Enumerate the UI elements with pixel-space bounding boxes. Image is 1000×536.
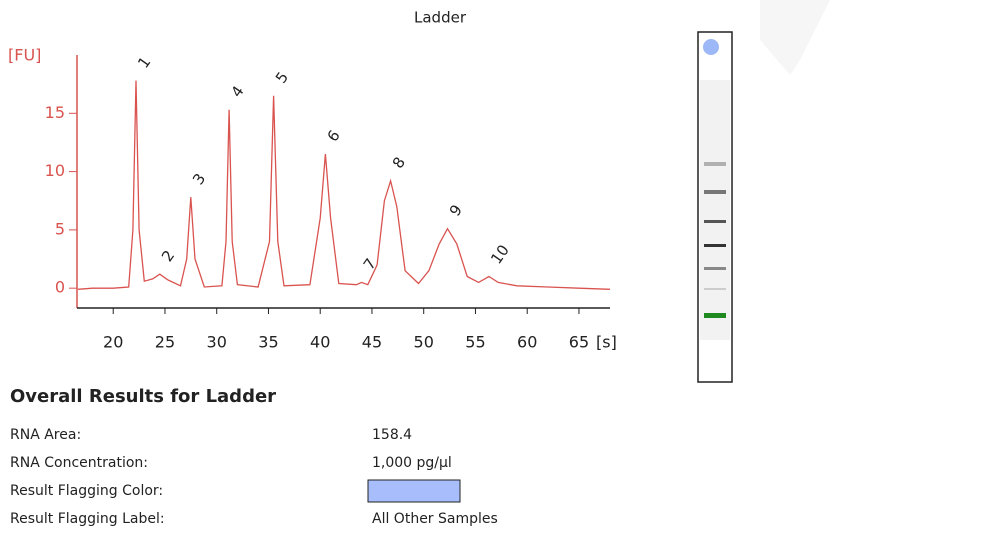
- peak-label: 7: [360, 255, 380, 273]
- y-tick-label: 15: [45, 103, 65, 122]
- x-tick-label: 35: [258, 333, 278, 352]
- result-label: Result Flagging Label:: [10, 511, 165, 527]
- x-tick-label: 65: [569, 333, 589, 352]
- result-value: All Other Samples: [372, 511, 498, 527]
- results-table: RNA Area: 158.4 RNA Concentration: 1,000 pg…: [10, 427, 498, 527]
- result-value: 1,000 pg/µl: [372, 455, 452, 471]
- y-tick-label: 0: [55, 278, 65, 297]
- peak-label: 8: [389, 154, 409, 172]
- flag-color: [367, 479, 461, 503]
- result-label: Result Flagging Color:: [10, 483, 163, 499]
- peak-label: 6: [324, 127, 344, 145]
- x-tick-label: 45: [362, 333, 382, 352]
- peak-label: 5: [272, 69, 292, 87]
- result-label: RNA Area:: [10, 427, 81, 443]
- x-tick-label: 60: [517, 333, 537, 352]
- peak-label: 4: [227, 83, 247, 101]
- result-value: 158.4: [372, 427, 412, 443]
- x-tick-label: 40: [310, 333, 330, 352]
- gel-lane: [697, 31, 733, 383]
- peak-label: 1: [134, 53, 154, 71]
- x-axis-label: [s]: [596, 333, 617, 352]
- peak-label: 2: [158, 247, 178, 265]
- results-title: Overall Results for Ladder: [10, 386, 276, 407]
- result-label: RNA Concentration:: [10, 455, 148, 471]
- x-tick-label: 55: [465, 333, 485, 352]
- y-tick-label: 5: [55, 219, 65, 238]
- x-tick-label: 30: [207, 333, 227, 352]
- x-tick-label: 50: [414, 333, 434, 352]
- y-tick-label: 10: [45, 161, 65, 180]
- trace: [77, 80, 611, 290]
- y-axis-label: [FU]: [8, 46, 41, 65]
- chart-title: Ladder: [414, 9, 467, 27]
- x-tick-label: 20: [103, 333, 123, 352]
- decoration: [760, 0, 830, 75]
- peak-label: 10: [487, 241, 513, 267]
- x-tick-label: 25: [155, 333, 175, 352]
- peak-label: 3: [189, 170, 209, 188]
- peak-label: 9: [446, 201, 466, 219]
